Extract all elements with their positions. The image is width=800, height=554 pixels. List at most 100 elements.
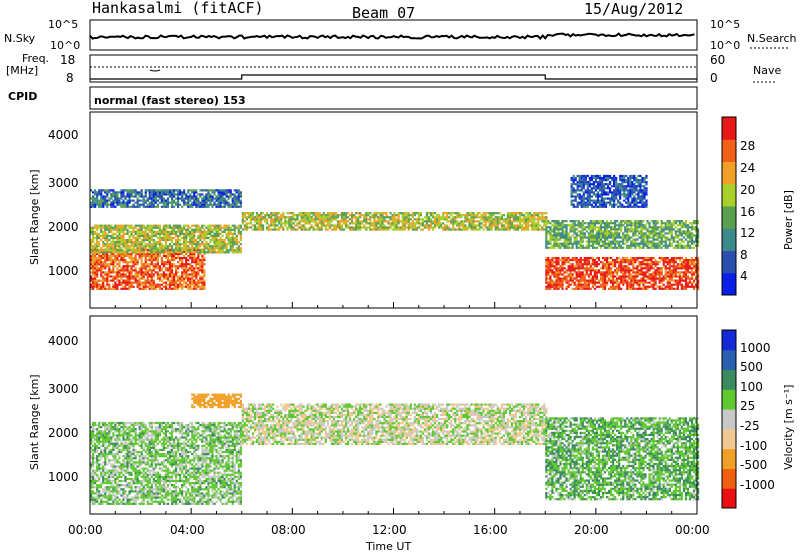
power-cell <box>304 212 307 215</box>
power-cell <box>486 228 489 231</box>
power-cell <box>579 281 582 284</box>
power-cell <box>235 197 238 200</box>
power-cell <box>563 256 566 260</box>
power-cell <box>506 218 510 221</box>
power-cell <box>348 228 352 231</box>
power-cell <box>207 197 210 200</box>
power-cell <box>201 199 204 202</box>
power-cell <box>692 271 696 274</box>
power-cell <box>490 216 493 219</box>
power-cell <box>126 287 129 290</box>
power-cell <box>205 199 208 202</box>
power-cell <box>292 226 295 229</box>
power-cell <box>630 246 633 249</box>
power-cell <box>599 236 603 239</box>
power-cell <box>640 228 643 231</box>
power-cell <box>462 222 465 225</box>
power-cell <box>179 249 182 252</box>
power-cell <box>442 222 445 225</box>
power-cell <box>150 261 153 264</box>
power-cell <box>122 275 125 278</box>
power-cell <box>508 228 512 231</box>
power-cell <box>142 247 145 250</box>
power-cell <box>148 267 151 270</box>
power-cell <box>666 283 669 286</box>
power-cell <box>646 287 649 290</box>
power-cell <box>440 218 443 221</box>
power-cell <box>170 232 174 235</box>
power-cell <box>189 265 192 268</box>
power-cell <box>203 197 206 200</box>
power-cell <box>102 201 105 204</box>
power-cell <box>120 281 123 284</box>
power-cell <box>191 256 194 260</box>
power-cell <box>684 283 688 286</box>
power-cell <box>197 271 200 274</box>
power-cell <box>104 249 107 252</box>
power-cell <box>162 275 166 278</box>
power-cell <box>92 283 95 286</box>
power-cell <box>203 269 206 272</box>
power-cell <box>166 249 170 252</box>
power-cell <box>136 228 139 231</box>
power-cell <box>632 275 635 278</box>
power-cell <box>660 240 663 243</box>
power-cell <box>166 275 170 278</box>
power-cell <box>674 269 677 272</box>
power-cell <box>94 251 97 254</box>
power-cell <box>658 226 661 229</box>
power-cell <box>567 234 570 237</box>
power-cell <box>320 222 323 225</box>
power-cell <box>154 224 157 227</box>
power-cell <box>579 246 582 249</box>
power-cell <box>94 269 97 272</box>
power-cell <box>187 189 190 192</box>
power-cell <box>132 269 135 272</box>
power-cell <box>158 277 161 280</box>
power-cell <box>583 226 586 229</box>
power-cell <box>472 214 475 217</box>
power-cell <box>363 214 366 217</box>
power-cell <box>177 277 180 280</box>
power-cell <box>158 287 161 290</box>
power-cell <box>336 214 340 217</box>
power-cell <box>365 228 368 231</box>
power-cell <box>177 267 180 270</box>
power-cell <box>571 230 574 233</box>
power-cell <box>344 214 348 217</box>
power-cell <box>314 216 317 219</box>
power-cell <box>597 238 601 241</box>
power-cell <box>257 222 261 225</box>
power-cell <box>622 271 625 274</box>
power-cell <box>484 224 487 227</box>
power-cell <box>664 246 667 249</box>
power-cell <box>464 224 467 227</box>
power-cell <box>168 248 172 251</box>
power-cell <box>166 267 170 270</box>
power-cell <box>628 244 631 247</box>
power-cell <box>116 273 119 276</box>
power-cell <box>90 287 93 290</box>
power-cell <box>425 216 429 219</box>
power-cell <box>666 273 669 276</box>
power-cell <box>466 226 469 229</box>
power-cell <box>170 263 174 266</box>
power-cell <box>144 232 147 235</box>
power-cell <box>581 267 584 270</box>
power-cell <box>684 267 688 270</box>
power-cell <box>126 252 129 256</box>
power-cell <box>124 240 127 244</box>
power-cell <box>468 218 471 221</box>
power-cell <box>148 228 151 231</box>
power-cell <box>174 273 178 276</box>
power-cell <box>296 224 299 227</box>
power-cell <box>144 230 147 233</box>
power-cell <box>233 224 236 227</box>
power-cell <box>314 222 317 225</box>
power-cell <box>567 256 570 260</box>
power-cell <box>152 269 155 272</box>
power-cell <box>156 283 159 286</box>
power-cell <box>462 228 465 231</box>
power-cell <box>158 285 161 288</box>
power-cell <box>104 273 107 276</box>
